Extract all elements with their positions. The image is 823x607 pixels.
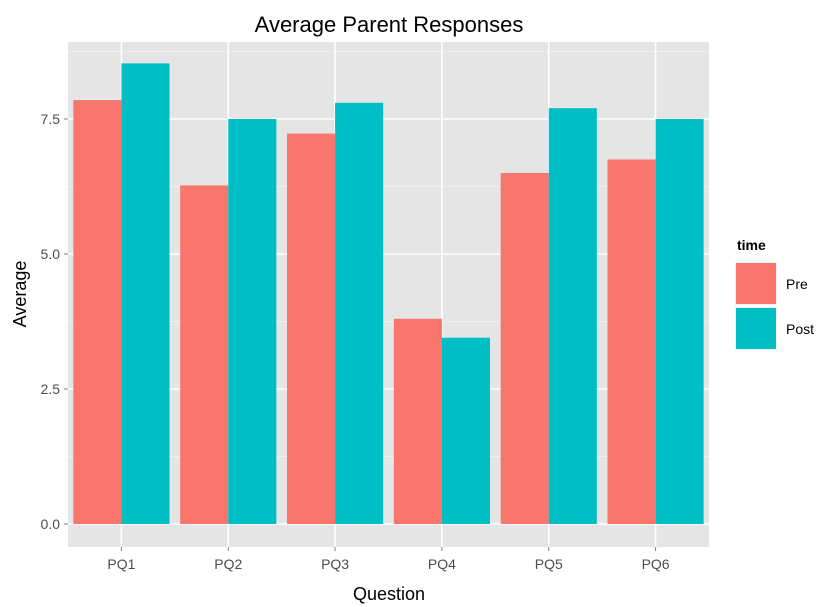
legend-label-post: Post (786, 321, 814, 337)
x-tick-label: PQ1 (107, 556, 135, 572)
bar-pre-pq1 (73, 100, 122, 524)
x-tick-label: PQ3 (321, 556, 349, 572)
bar-post-pq4 (441, 337, 490, 524)
legend-title: time (737, 237, 766, 253)
x-tick-label: PQ5 (535, 556, 563, 572)
legend: time Pre Post (735, 237, 814, 350)
y-tick-label: 5.0 (41, 246, 61, 262)
legend-label-pre: Pre (786, 276, 808, 292)
x-tick-label: PQ2 (214, 556, 242, 572)
y-axis-title: Average (10, 261, 30, 328)
bar-pre-pq5 (500, 173, 549, 524)
bar-pre-pq3 (287, 133, 336, 524)
chart-title: Average Parent Responses (255, 12, 524, 37)
bar-pre-pq2 (180, 185, 229, 525)
bar-post-pq2 (228, 119, 277, 524)
y-axis: 0.0 2.5 5.0 7.5 (41, 111, 68, 532)
bar-post-pq1 (121, 63, 170, 524)
bar-post-pq3 (335, 102, 384, 525)
bar-post-pq5 (548, 108, 597, 524)
plot-panel (68, 42, 709, 547)
x-axis-title: Question (353, 584, 425, 604)
legend-key-pre-swatch (736, 263, 776, 304)
bar-post-pq6 (655, 119, 704, 524)
x-axis: PQ1 PQ2 PQ3 PQ4 PQ5 PQ6 (107, 547, 670, 572)
y-tick-label: 0.0 (41, 516, 61, 532)
minor-gridlines (68, 51, 709, 457)
x-tick-label: PQ6 (642, 556, 670, 572)
bar-pre-pq4 (393, 318, 442, 524)
bar-pre-pq6 (607, 159, 656, 524)
bars (73, 63, 704, 525)
y-tick-label: 2.5 (41, 381, 61, 397)
y-tick-label: 7.5 (41, 111, 61, 127)
legend-key-post-swatch (736, 308, 776, 349)
x-tick-label: PQ4 (428, 556, 456, 572)
